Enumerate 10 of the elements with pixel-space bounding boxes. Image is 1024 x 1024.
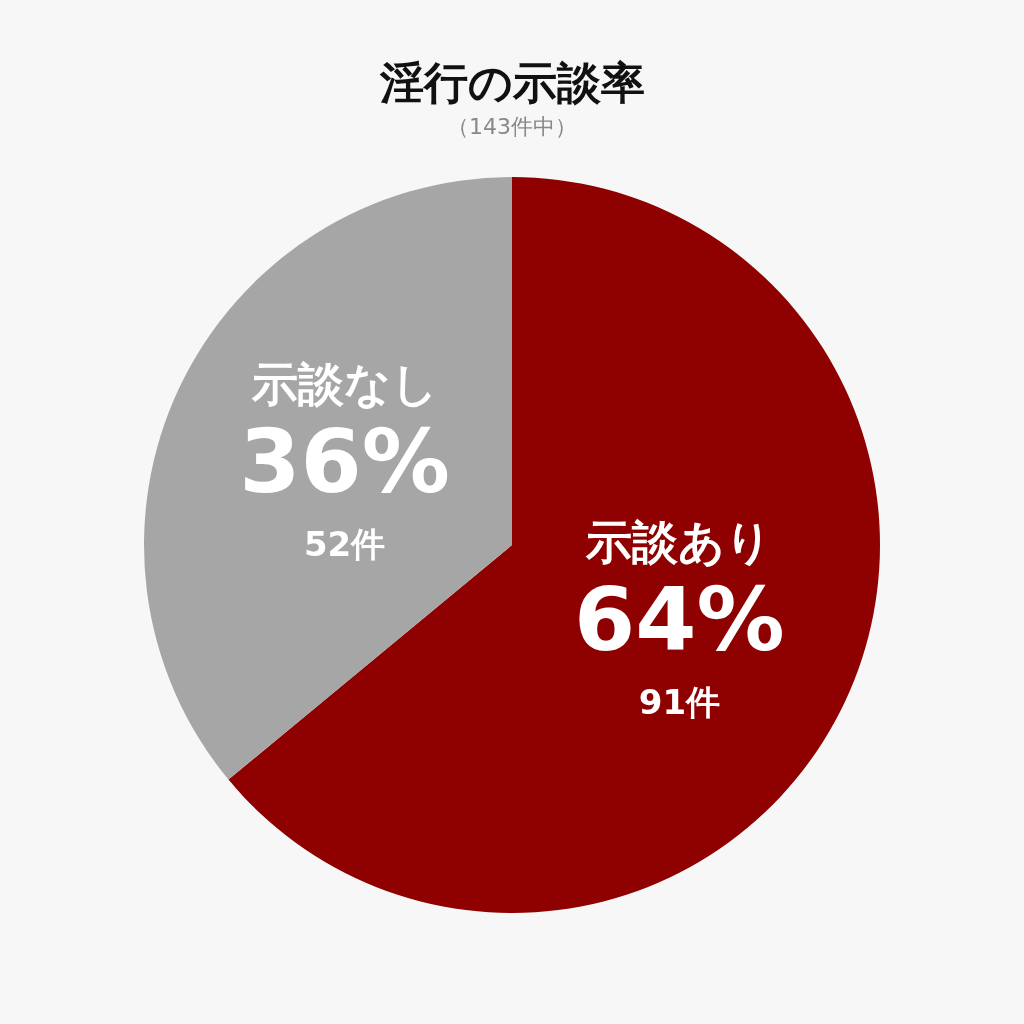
chart-subtitle: （143件中） [447,114,577,139]
text: 91件 [638,681,721,722]
text: 52件 [303,524,386,565]
data-label: 64% [574,567,785,671]
data-label: 36% [239,410,450,514]
slice-label: 示談なし [250,357,438,412]
pie-slice [228,177,880,913]
slice-label: 示談あり [585,514,773,569]
pie-slice [144,177,512,780]
chart-title: 淫行の示談率 [378,57,645,108]
